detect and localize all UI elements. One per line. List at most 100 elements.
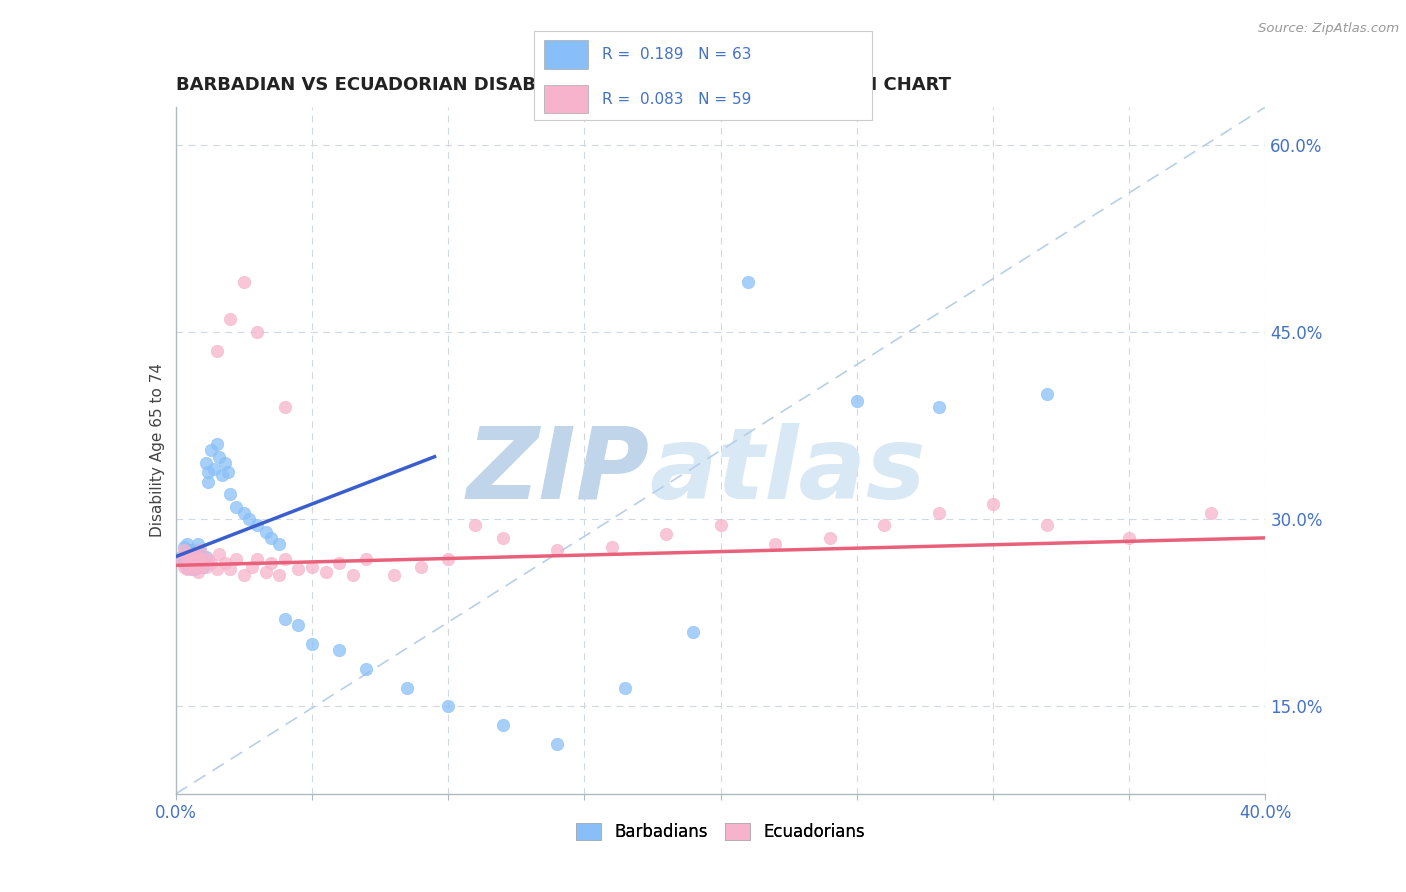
- Point: [188, 556, 211, 570]
- Point: [184, 558, 207, 573]
- Point: [301, 559, 323, 574]
- Point: [194, 549, 217, 564]
- Point: [225, 500, 247, 514]
- Point: [818, 531, 841, 545]
- FancyBboxPatch shape: [544, 85, 588, 113]
- Point: [173, 543, 195, 558]
- Point: [181, 543, 204, 558]
- Point: [211, 468, 233, 483]
- Point: [188, 543, 211, 558]
- Point: [301, 637, 323, 651]
- Point: [191, 559, 214, 574]
- Point: [200, 443, 222, 458]
- Point: [356, 552, 378, 566]
- Point: [194, 559, 217, 574]
- Point: [208, 450, 231, 464]
- Point: [186, 537, 209, 551]
- Point: [186, 552, 209, 566]
- Point: [191, 552, 214, 566]
- Point: [186, 565, 209, 579]
- Point: [205, 562, 228, 576]
- Point: [328, 643, 350, 657]
- Point: [179, 556, 201, 570]
- Point: [546, 543, 568, 558]
- Text: Source: ZipAtlas.com: Source: ZipAtlas.com: [1258, 22, 1399, 36]
- Point: [184, 556, 207, 570]
- Point: [179, 547, 201, 561]
- Text: R =  0.189   N = 63: R = 0.189 N = 63: [602, 47, 751, 62]
- Point: [176, 537, 198, 551]
- Point: [184, 562, 207, 576]
- Point: [217, 465, 239, 479]
- Point: [409, 559, 432, 574]
- Point: [232, 568, 254, 582]
- Point: [1118, 531, 1140, 545]
- Point: [464, 518, 486, 533]
- Point: [437, 552, 460, 566]
- Point: [737, 275, 759, 289]
- Point: [179, 552, 201, 566]
- Point: [492, 531, 515, 545]
- Text: ZIP: ZIP: [467, 423, 650, 519]
- Point: [260, 556, 283, 570]
- Point: [269, 537, 291, 551]
- Point: [232, 275, 254, 289]
- Point: [232, 506, 254, 520]
- Point: [170, 549, 193, 564]
- Point: [186, 558, 209, 573]
- Point: [240, 559, 263, 574]
- Point: [437, 699, 460, 714]
- Point: [328, 556, 350, 570]
- Point: [184, 552, 207, 566]
- Point: [188, 559, 211, 574]
- Point: [188, 549, 211, 564]
- Point: [254, 565, 277, 579]
- Point: [655, 527, 678, 541]
- Point: [600, 540, 623, 554]
- Point: [181, 556, 204, 570]
- Point: [1036, 387, 1059, 401]
- Point: [763, 537, 786, 551]
- Point: [205, 437, 228, 451]
- Point: [260, 531, 283, 545]
- Point: [188, 543, 211, 558]
- Point: [214, 556, 236, 570]
- Point: [173, 540, 195, 554]
- Point: [181, 552, 204, 566]
- Point: [173, 559, 195, 574]
- Point: [214, 456, 236, 470]
- Point: [186, 543, 209, 558]
- Point: [176, 561, 198, 575]
- Y-axis label: Disability Age 65 to 74: Disability Age 65 to 74: [149, 363, 165, 538]
- Point: [238, 512, 260, 526]
- Point: [179, 549, 201, 563]
- Point: [269, 568, 291, 582]
- Point: [928, 400, 950, 414]
- Point: [682, 624, 704, 639]
- Point: [928, 506, 950, 520]
- Point: [225, 552, 247, 566]
- Point: [614, 681, 637, 695]
- Point: [546, 737, 568, 751]
- Point: [315, 565, 337, 579]
- FancyBboxPatch shape: [544, 40, 588, 69]
- Text: R =  0.083   N = 59: R = 0.083 N = 59: [602, 92, 751, 106]
- Point: [287, 618, 309, 632]
- Point: [396, 681, 419, 695]
- Point: [274, 552, 297, 566]
- Point: [181, 549, 204, 564]
- Point: [179, 558, 201, 573]
- Point: [208, 547, 231, 561]
- Point: [274, 612, 297, 626]
- Point: [205, 343, 228, 358]
- Point: [845, 393, 868, 408]
- Point: [246, 325, 269, 339]
- Point: [197, 465, 219, 479]
- Point: [191, 552, 214, 566]
- Point: [173, 556, 195, 570]
- Point: [202, 462, 225, 476]
- Text: atlas: atlas: [650, 423, 927, 519]
- Point: [981, 497, 1004, 511]
- Point: [191, 556, 214, 570]
- Point: [176, 547, 198, 561]
